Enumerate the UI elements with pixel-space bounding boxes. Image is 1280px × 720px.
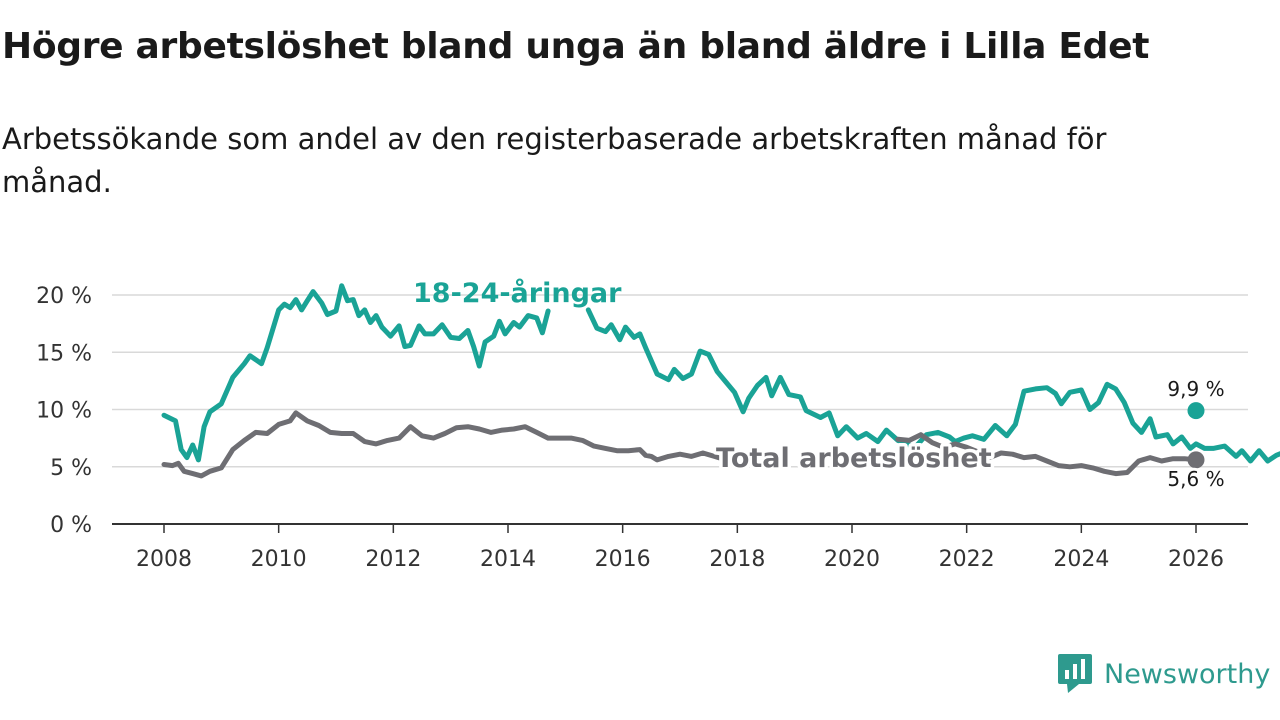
endpoints bbox=[1187, 402, 1205, 469]
axis-ticks: 0 % 5 % 10 % 15 % 20 % 2008 2010 2012 2014 2016 20… bbox=[36, 284, 1224, 572]
endpoint-marker-2 bbox=[1187, 451, 1205, 469]
series-line-2 bbox=[161, 410, 740, 479]
x-tick-label: 2010 bbox=[251, 547, 307, 572]
series-label-total: Total arbetslöshet bbox=[716, 443, 992, 474]
series-label-youth: 18-24-åringar bbox=[413, 277, 622, 309]
x-tick-label: 2026 bbox=[1168, 547, 1224, 572]
endpoint-marker-0 bbox=[1187, 402, 1205, 420]
y-tick-label: 5 % bbox=[50, 456, 92, 481]
newsworthy-logo-icon bbox=[1058, 654, 1092, 693]
x-tick-label: 2018 bbox=[709, 547, 765, 572]
end-label-total: 5,6 % bbox=[1167, 467, 1224, 491]
end-label-youth: 9,9 % bbox=[1167, 377, 1224, 401]
x-tick-label: 2008 bbox=[136, 547, 192, 572]
brand: Newsworthy bbox=[1058, 654, 1270, 694]
page-subtitle: Arbetssökande som andel av den registerb… bbox=[2, 122, 1107, 199]
series-line-3 bbox=[895, 432, 1199, 477]
x-tick-label: 2022 bbox=[939, 547, 995, 572]
series-line-0 bbox=[161, 283, 551, 463]
series-line-1 bbox=[585, 307, 1280, 464]
series-lines bbox=[161, 283, 1280, 479]
page-title: Högre arbetslöshet bland unga än bland ä… bbox=[2, 26, 1150, 67]
x-tick-label: 2024 bbox=[1053, 547, 1109, 572]
y-tick-label: 10 % bbox=[36, 399, 92, 424]
gridlines bbox=[112, 294, 1248, 468]
x-tick-label: 2014 bbox=[480, 547, 536, 572]
y-tick-label: 15 % bbox=[36, 341, 92, 366]
x-tick-label: 2016 bbox=[595, 547, 651, 572]
brand-name: Newsworthy bbox=[1104, 658, 1271, 690]
x-tick-label: 2020 bbox=[824, 547, 880, 572]
y-tick-label: 20 % bbox=[36, 284, 92, 309]
x-tick-label: 2012 bbox=[365, 547, 421, 572]
y-tick-label: 0 % bbox=[50, 513, 92, 538]
